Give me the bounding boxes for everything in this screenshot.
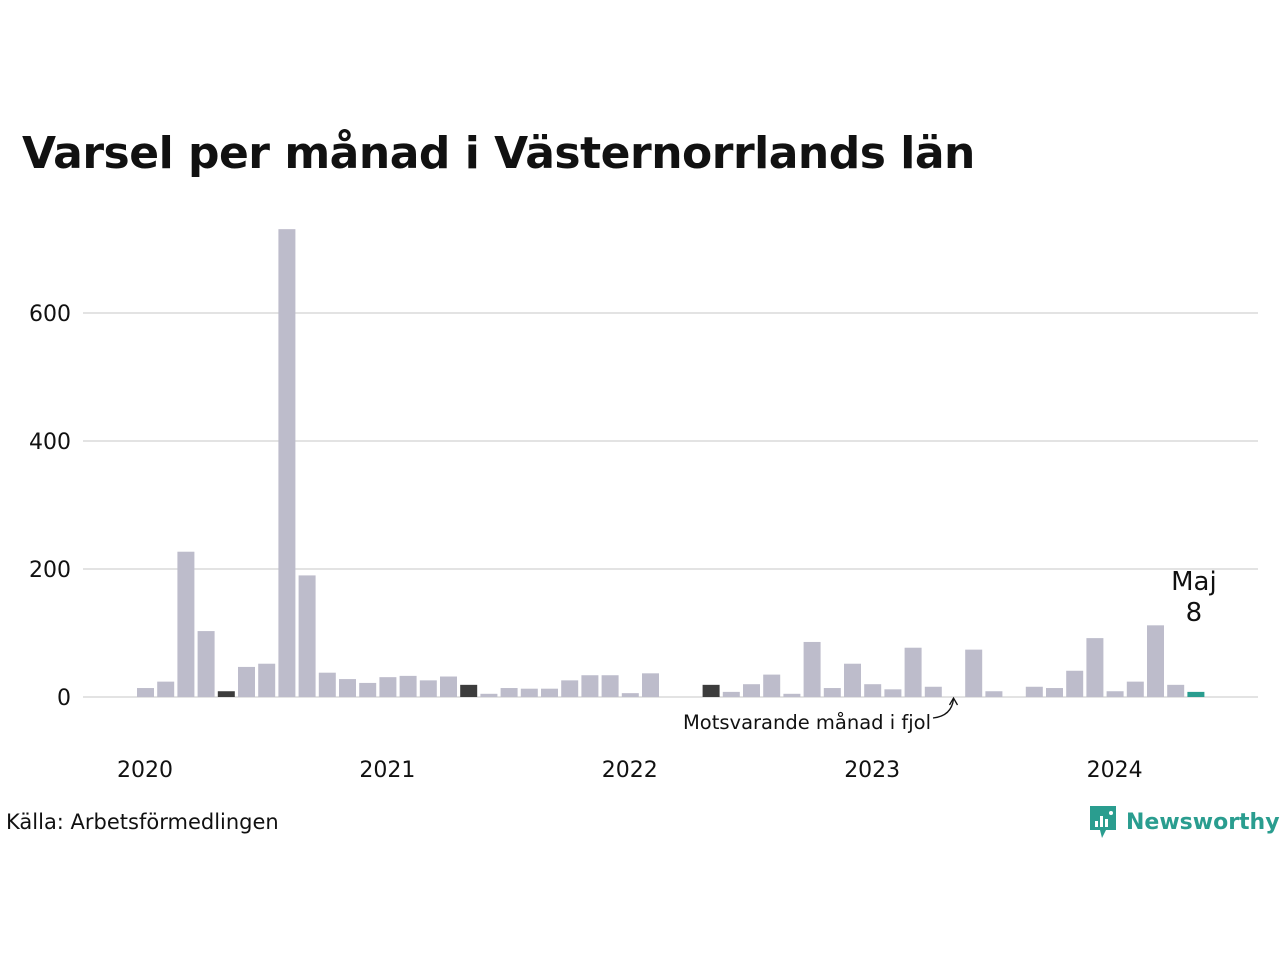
- bar: [177, 551, 195, 697]
- y-tick-label: 0: [57, 686, 71, 711]
- bar: [1066, 670, 1084, 697]
- bar: [318, 672, 336, 697]
- y-tick-label: 600: [29, 302, 71, 327]
- bar: [864, 684, 882, 697]
- x-tick-label: 2022: [602, 758, 658, 783]
- bar: [743, 684, 760, 697]
- bar: [884, 689, 902, 697]
- arrow-head: [948, 696, 959, 706]
- x-tick-label: 2024: [1087, 758, 1143, 783]
- bar: [722, 691, 740, 697]
- bar: [1086, 638, 1104, 697]
- bar: [1126, 681, 1144, 697]
- bar: [924, 686, 942, 697]
- bar-same-month-last-year: [460, 684, 478, 697]
- bar: [238, 666, 255, 697]
- y-axis-ticks: 0 200 400 600: [29, 302, 71, 711]
- bar: [197, 631, 215, 697]
- bar-same-month-last-year: [702, 684, 720, 697]
- bar: [1025, 686, 1043, 697]
- bar: [440, 676, 457, 697]
- bar: [298, 575, 316, 697]
- bar: [278, 229, 296, 697]
- bar: [500, 688, 518, 697]
- bar: [783, 693, 801, 697]
- source-note: Källa: Arbetsförmedlingen: [6, 810, 279, 834]
- bar: [1167, 684, 1185, 697]
- bars: [137, 229, 1205, 697]
- bar: [985, 691, 1003, 697]
- bar-current-month: [1187, 691, 1205, 697]
- bar: [642, 673, 659, 697]
- x-tick-label: 2023: [844, 758, 900, 783]
- bar: [581, 675, 599, 697]
- bar: [157, 681, 175, 697]
- bar: [601, 675, 619, 697]
- bar: [561, 680, 579, 697]
- bar: [965, 649, 983, 697]
- brand-name: Newsworthy: [1126, 809, 1280, 835]
- bar: [763, 674, 781, 697]
- y-tick-label: 200: [29, 558, 71, 583]
- current-month-label: Maj: [1171, 567, 1217, 597]
- bar: [399, 675, 417, 697]
- y-tick-label: 400: [29, 430, 71, 455]
- newsworthy-logo-icon: [1090, 806, 1116, 838]
- bar: [803, 641, 821, 697]
- same-month-note: Motsvarande månad i fjol: [683, 711, 931, 734]
- bar: [844, 663, 861, 697]
- bar: [621, 693, 639, 697]
- bar: [339, 679, 356, 697]
- bar-same-month-last-year: [217, 691, 235, 697]
- bar: [1106, 691, 1124, 697]
- note-arrow: [932, 698, 955, 719]
- x-tick-label: 2021: [359, 758, 415, 783]
- bar: [137, 688, 154, 697]
- bar: [480, 693, 498, 697]
- bar: [1147, 625, 1164, 697]
- bar: [541, 688, 558, 697]
- x-tick-label: 2020: [117, 758, 173, 783]
- x-axis-ticks: 2020 2021 2022 2023 2024: [117, 758, 1143, 783]
- current-value-label: 8: [1186, 598, 1203, 628]
- bar: [419, 680, 437, 697]
- bar: [379, 677, 397, 697]
- bar: [1046, 688, 1063, 697]
- bar: [904, 647, 922, 697]
- bar: [359, 682, 377, 697]
- grid-lines: [83, 312, 1258, 698]
- bar: [520, 688, 538, 697]
- brand: Newsworthy: [1088, 804, 1280, 840]
- bar: [258, 663, 276, 697]
- chart-title: Varsel per månad i Västernorrlands län: [22, 128, 975, 179]
- bar: [823, 688, 841, 697]
